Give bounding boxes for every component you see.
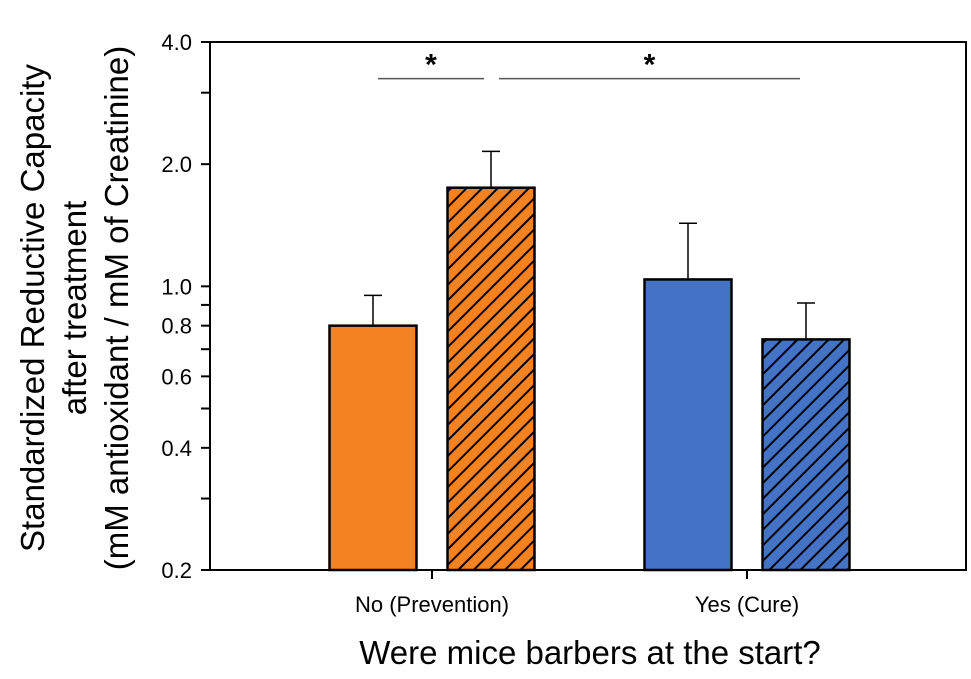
significance-star: * xyxy=(644,49,656,82)
y-tick-label: 1.0 xyxy=(161,274,192,299)
y-axis-title-line: Standardized Reductive Capacity xyxy=(14,64,51,552)
bar-hatched xyxy=(761,338,851,572)
plot-frame xyxy=(209,41,967,571)
bar-hatched xyxy=(446,186,536,572)
x-axis-title: Were mice barbers at the start? xyxy=(359,634,821,671)
y-tick-label: 0.6 xyxy=(161,364,192,389)
y-axis-title-line: after treatment xyxy=(56,201,93,416)
y-tick-label: 0.2 xyxy=(161,558,192,583)
y-tick-label: 0.4 xyxy=(161,436,192,461)
y-tick-label: 4.0 xyxy=(161,30,192,55)
bar-solid xyxy=(643,278,733,572)
significance-star: * xyxy=(425,49,437,82)
y-tick-label: 2.0 xyxy=(161,152,192,177)
y-axis-title-line: (mM antioxidant / mM of Creatinine) xyxy=(98,46,135,571)
x-tick-label: Yes (Cure) xyxy=(695,592,799,617)
bar-solid xyxy=(328,324,418,572)
x-tick-label: No (Prevention) xyxy=(355,592,509,617)
y-tick-label: 0.8 xyxy=(161,314,192,339)
